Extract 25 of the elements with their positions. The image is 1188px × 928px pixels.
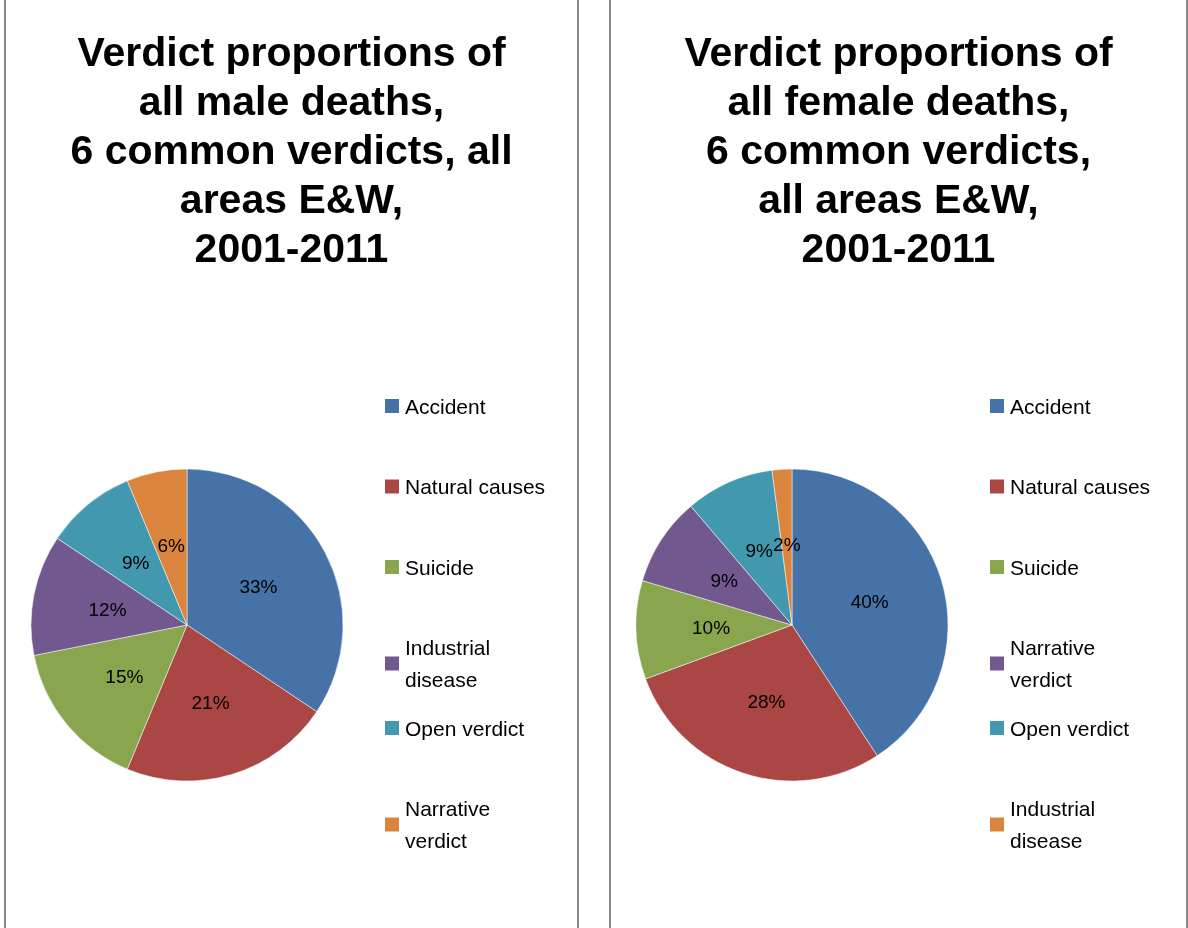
data-label: 33% [239, 576, 278, 598]
data-label: 28% [747, 691, 786, 713]
legend-label: Narrative verdict [1010, 636, 1102, 691]
data-label: 9% [121, 551, 150, 573]
legend-label: Accident [1010, 394, 1091, 418]
legend-label: Narrative verdict [405, 797, 497, 852]
legend-label: Industrial disease [405, 636, 497, 691]
data-label: 12% [88, 598, 127, 620]
legend-label: Open verdict [405, 716, 525, 740]
legend-label: Suicide [1010, 555, 1079, 579]
legend-label: Accident [405, 394, 486, 418]
legend-label: Natural causes [405, 475, 546, 498]
legend-label: Natural causes [1010, 475, 1151, 498]
chart-title: Verdict proportions of all male deaths, 6 common verdicts, all areas E&W, 2001-2011 [70, 28, 513, 271]
chart-title: Verdict proportions of all female deaths, 6 common verdicts, all areas E&W, 2001-2011 [684, 28, 1113, 271]
legend-label: Suicide [405, 555, 474, 579]
data-label: 9% [745, 540, 774, 562]
data-label: 40% [850, 591, 889, 613]
legend-label: Industrial disease [1010, 797, 1102, 852]
legend-label: Open verdict [1010, 716, 1130, 740]
data-label: 6% [157, 535, 186, 557]
data-label: 10% [692, 617, 731, 639]
data-label: 15% [105, 665, 144, 687]
data-label: 21% [191, 692, 230, 714]
data-label: 9% [710, 570, 738, 592]
